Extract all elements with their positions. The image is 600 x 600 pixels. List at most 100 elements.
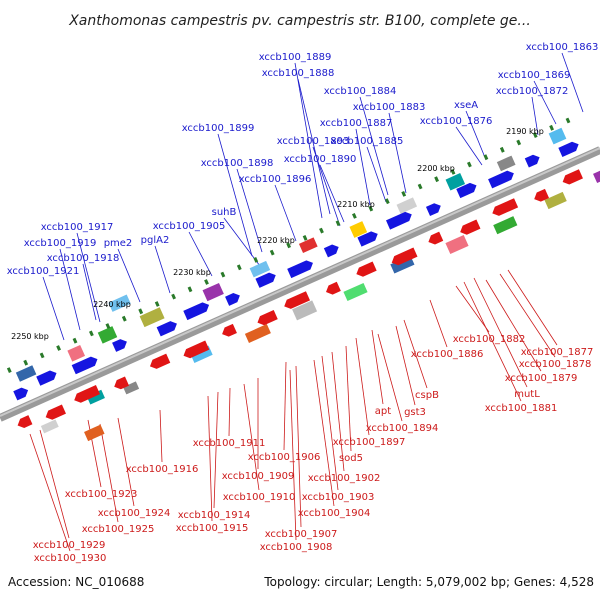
topology-summary: Topology: circular; Length: 5,079,002 bp… bbox=[263, 575, 594, 589]
scale-label: 2200 kbp bbox=[417, 164, 455, 173]
gene-label: xccb100_1884 bbox=[324, 86, 397, 97]
scale-tick bbox=[319, 227, 324, 234]
leader-line bbox=[59, 248, 81, 331]
gene-arrows bbox=[13, 141, 583, 428]
gene-label: xccb100_1909 bbox=[222, 471, 295, 482]
feature-block bbox=[292, 300, 318, 321]
feature-block bbox=[123, 381, 140, 395]
feature-block bbox=[343, 282, 368, 302]
gene-label: xccb100_1885 bbox=[331, 136, 404, 147]
leader-line bbox=[243, 383, 260, 491]
scale-tick bbox=[138, 308, 144, 315]
scale-label: 2220 kbp bbox=[257, 236, 295, 245]
gene-label: xccb100_1916 bbox=[126, 464, 199, 475]
forward-gene-arrow bbox=[112, 339, 127, 352]
forward-gene-arrow bbox=[558, 141, 579, 157]
forward-gene-arrow bbox=[456, 182, 477, 199]
scale-tick bbox=[72, 337, 78, 344]
gene-label: xccb100_1881 bbox=[485, 403, 558, 414]
backbone-highlight bbox=[0, 147, 600, 417]
feature-block bbox=[396, 197, 418, 214]
gene-label: xccb100_1918 bbox=[47, 253, 120, 264]
leader-line bbox=[331, 351, 345, 472]
accession-text: Accession: NC_010688 bbox=[8, 575, 144, 589]
scale-tick bbox=[417, 183, 423, 190]
forward-gene-arrow bbox=[255, 272, 276, 288]
leader-line bbox=[228, 387, 231, 437]
feature-block bbox=[496, 155, 516, 172]
feature-block bbox=[139, 307, 165, 328]
gene-label: xccb100_1876 bbox=[420, 116, 493, 127]
leader-line bbox=[561, 52, 584, 113]
forward-gene-arrow bbox=[287, 260, 313, 279]
leader-line bbox=[455, 126, 483, 166]
reverse-gene-arrow bbox=[356, 261, 377, 277]
feature-block bbox=[97, 326, 118, 344]
scale-tick bbox=[565, 117, 571, 124]
gene-label: xccb100_1902 bbox=[308, 473, 381, 484]
leader-line bbox=[297, 78, 331, 215]
scale-tick bbox=[467, 161, 472, 168]
feature-block bbox=[40, 419, 59, 434]
scale-tick bbox=[516, 139, 522, 146]
leader-line bbox=[289, 369, 297, 541]
map-title: Xanthomonas campestris pv. campestris st… bbox=[68, 13, 531, 29]
reverse-gene-arrow bbox=[284, 291, 311, 309]
leader-line bbox=[355, 128, 371, 206]
scale-tick bbox=[105, 323, 111, 329]
leader-line bbox=[39, 429, 70, 539]
scale-tick bbox=[171, 293, 176, 300]
leader-line bbox=[313, 359, 335, 507]
gene-label: xccb100_1888 bbox=[262, 68, 335, 79]
gene-label: pglA2 bbox=[141, 235, 170, 246]
reverse-gene-arrow bbox=[114, 376, 130, 390]
scale-tick bbox=[352, 213, 357, 219]
gene-label: xccb100_1890 bbox=[284, 154, 357, 165]
gene-label: xccb100_1887 bbox=[320, 118, 393, 129]
gene-label: mutL bbox=[514, 389, 540, 400]
gene-label: xccb100_1886 bbox=[411, 349, 484, 360]
leader-line bbox=[117, 248, 141, 303]
gene-label: sod5 bbox=[339, 453, 363, 464]
gene-label: xccb100_1930 bbox=[34, 553, 107, 564]
scale-tick bbox=[220, 271, 226, 278]
forward-gene-arrow bbox=[323, 244, 339, 258]
scale-tick bbox=[384, 198, 390, 205]
leader-line bbox=[117, 417, 135, 507]
gene-label: xccb100_1904 bbox=[298, 508, 371, 519]
scale-label: 2240 kbp bbox=[93, 300, 131, 309]
feature-block bbox=[445, 234, 469, 255]
leader-line bbox=[82, 263, 97, 321]
scale-tick bbox=[450, 169, 456, 175]
leader-line bbox=[29, 433, 71, 552]
reverse-gene-arrow bbox=[222, 323, 237, 337]
leader-line bbox=[321, 355, 339, 491]
scale-tick bbox=[269, 249, 275, 256]
gene-label: xccb100_1903 bbox=[302, 492, 375, 503]
gene-label: xccb100_1907 bbox=[265, 529, 338, 540]
leader-line bbox=[463, 281, 522, 402]
gene-label: xccb100_1898 bbox=[201, 158, 274, 169]
scale-tick bbox=[532, 132, 538, 138]
leader-line bbox=[359, 96, 389, 196]
gene-label: xccb100_1893 bbox=[277, 136, 350, 147]
reverse-gene-arrow bbox=[391, 247, 418, 266]
gene-label: pme2 bbox=[104, 238, 133, 249]
scale-label: 2230 kbp bbox=[173, 268, 211, 277]
scale-tick bbox=[483, 154, 489, 161]
scale-tick bbox=[154, 301, 160, 307]
scale-label: 2250 kbp bbox=[11, 332, 49, 341]
gene-label: xccb100_1896 bbox=[239, 174, 312, 185]
scale-tick bbox=[236, 264, 242, 271]
leader-line bbox=[154, 245, 171, 294]
gene-label: xccb100_1921 bbox=[7, 266, 80, 277]
forward-gene-arrow bbox=[385, 211, 412, 230]
feature-blocks bbox=[15, 127, 600, 442]
leader-line bbox=[213, 391, 219, 509]
gene-label: xccb100_1906 bbox=[248, 452, 321, 463]
leader-line bbox=[295, 365, 302, 528]
reverse-gene-arrow bbox=[17, 415, 33, 428]
leader-line bbox=[499, 273, 556, 358]
forward-gene-arrow bbox=[156, 321, 177, 337]
